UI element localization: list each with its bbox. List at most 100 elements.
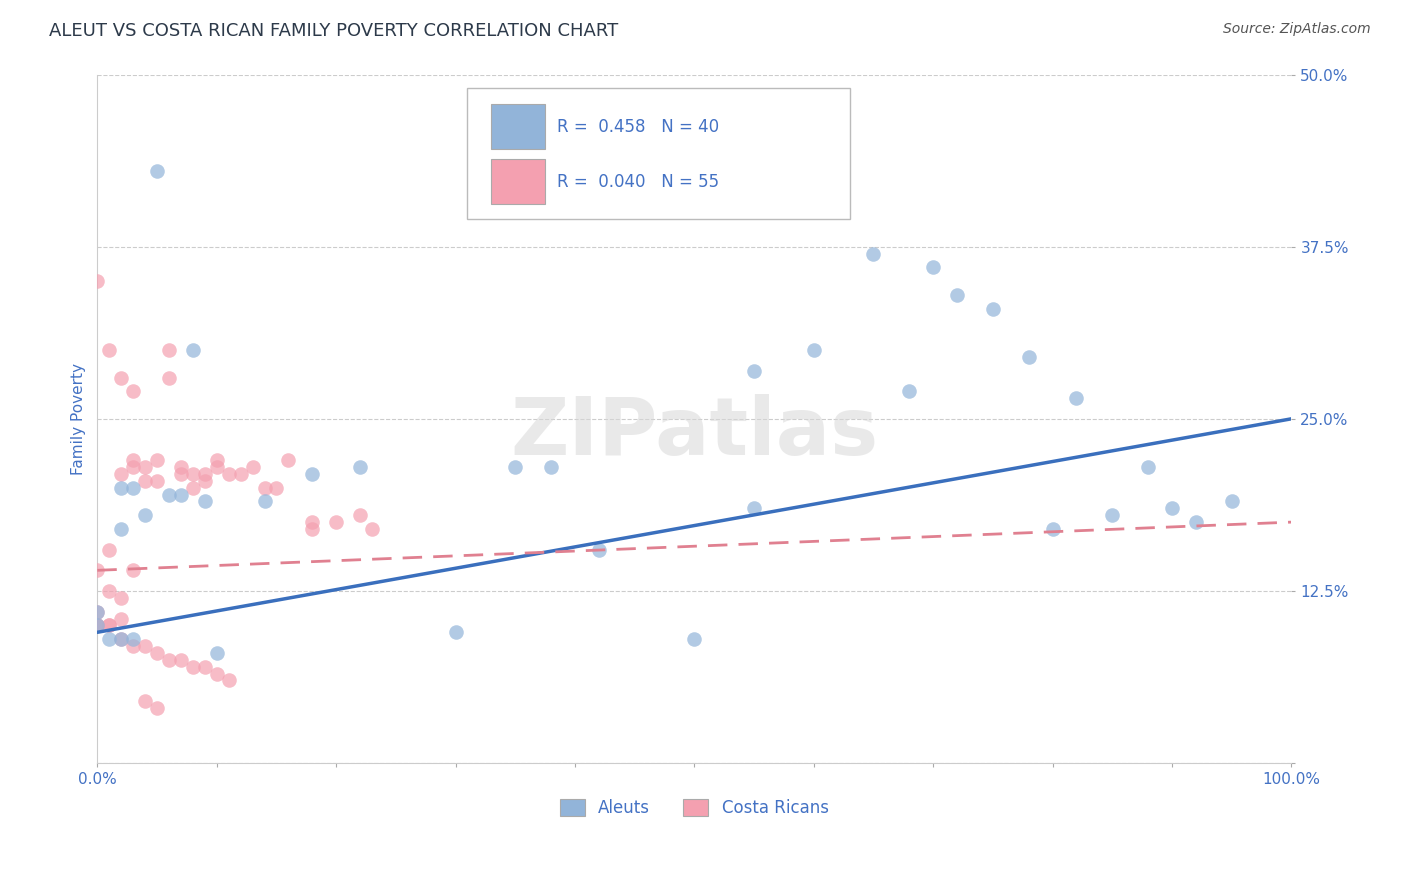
Point: [146, 164, 169, 178]
Point: [742, 363, 765, 377]
Point: [86, 605, 108, 619]
Point: [683, 632, 706, 647]
Point: [266, 481, 288, 495]
Point: [253, 481, 276, 495]
Point: [229, 467, 252, 481]
Point: [242, 460, 264, 475]
Point: [301, 515, 323, 529]
Point: [122, 384, 145, 399]
Point: [277, 453, 299, 467]
Point: [253, 494, 276, 508]
Point: [170, 653, 193, 667]
Point: [1160, 501, 1182, 516]
Point: [922, 260, 945, 275]
Point: [86, 618, 108, 632]
Point: [1101, 508, 1123, 523]
Point: [862, 246, 884, 260]
Point: [157, 343, 180, 357]
Point: [86, 563, 108, 577]
Point: [86, 274, 108, 288]
Point: [110, 467, 132, 481]
Point: [181, 343, 204, 357]
Point: [194, 474, 217, 488]
Point: [205, 460, 228, 475]
Point: [110, 591, 132, 605]
Point: [157, 487, 180, 501]
Point: [110, 481, 132, 495]
Point: [218, 673, 240, 688]
Point: [98, 618, 121, 632]
Point: [898, 384, 921, 399]
Point: [301, 467, 323, 481]
Point: [157, 370, 180, 384]
Text: R =  0.458   N = 40: R = 0.458 N = 40: [557, 118, 718, 136]
Point: [540, 460, 562, 475]
Point: [1066, 391, 1088, 405]
Point: [588, 542, 610, 557]
FancyBboxPatch shape: [491, 104, 546, 149]
Point: [194, 494, 217, 508]
Point: [170, 487, 193, 501]
Point: [134, 474, 156, 488]
Point: [98, 584, 121, 599]
FancyBboxPatch shape: [467, 88, 849, 219]
Point: [146, 474, 169, 488]
Point: [1184, 515, 1206, 529]
Point: [122, 460, 145, 475]
Legend: Aleuts, Costa Ricans: Aleuts, Costa Ricans: [553, 792, 835, 823]
Point: [361, 522, 384, 536]
Point: [194, 467, 217, 481]
Point: [86, 618, 108, 632]
Point: [122, 453, 145, 467]
Point: [1137, 460, 1160, 475]
Y-axis label: Family Poverty: Family Poverty: [72, 363, 86, 475]
Point: [134, 639, 156, 653]
Point: [98, 343, 121, 357]
Point: [205, 646, 228, 660]
Point: [1042, 522, 1064, 536]
Point: [110, 611, 132, 625]
Point: [86, 618, 108, 632]
Point: [134, 694, 156, 708]
Point: [170, 467, 193, 481]
Point: [122, 481, 145, 495]
Point: [742, 501, 765, 516]
Point: [946, 288, 969, 302]
Point: [349, 508, 371, 523]
Point: [301, 522, 323, 536]
Point: [1018, 350, 1040, 364]
Text: ZIPatlas: ZIPatlas: [510, 393, 879, 472]
Point: [1220, 494, 1243, 508]
FancyBboxPatch shape: [491, 159, 546, 204]
Point: [194, 659, 217, 673]
Point: [122, 639, 145, 653]
Point: [181, 659, 204, 673]
Text: Source: ZipAtlas.com: Source: ZipAtlas.com: [1223, 22, 1371, 37]
Point: [349, 460, 371, 475]
Point: [122, 563, 145, 577]
Point: [110, 522, 132, 536]
Point: [181, 467, 204, 481]
Point: [98, 632, 121, 647]
Point: [110, 632, 132, 647]
Point: [325, 515, 347, 529]
Point: [134, 508, 156, 523]
Text: ALEUT VS COSTA RICAN FAMILY POVERTY CORRELATION CHART: ALEUT VS COSTA RICAN FAMILY POVERTY CORR…: [49, 22, 619, 40]
Point: [146, 453, 169, 467]
Point: [827, 150, 849, 164]
Point: [86, 605, 108, 619]
Point: [170, 460, 193, 475]
Point: [444, 625, 467, 640]
Point: [146, 646, 169, 660]
Point: [205, 453, 228, 467]
Point: [98, 618, 121, 632]
Point: [981, 301, 1004, 316]
Point: [98, 542, 121, 557]
Point: [218, 467, 240, 481]
Point: [110, 632, 132, 647]
Point: [122, 632, 145, 647]
Point: [146, 701, 169, 715]
Point: [110, 370, 132, 384]
Point: [181, 481, 204, 495]
Point: [205, 666, 228, 681]
